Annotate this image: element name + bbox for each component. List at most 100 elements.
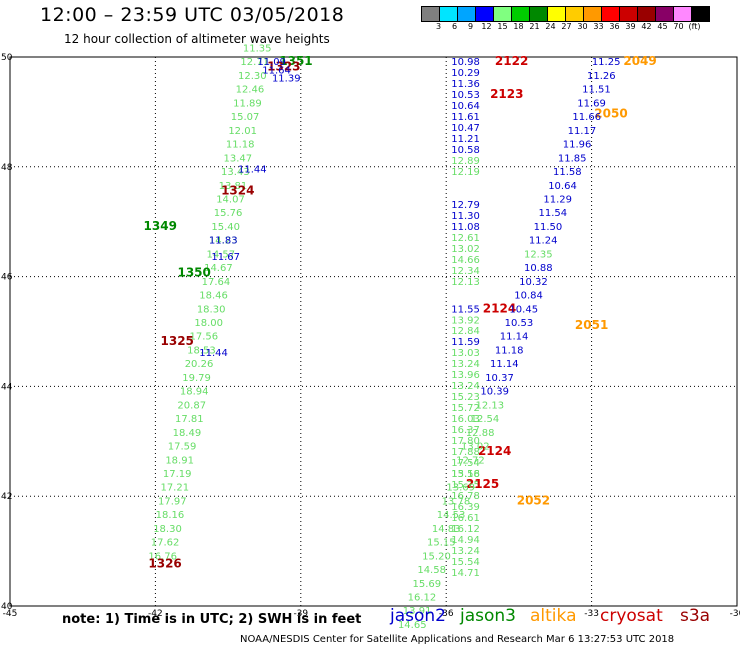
scale-label: 70	[673, 22, 684, 31]
wave-height-label: 17.21	[160, 483, 189, 494]
wave-height-label: 18.30	[197, 304, 226, 315]
pass-id-label: 1349	[144, 219, 177, 233]
wave-height-label: 10.47	[451, 123, 480, 134]
legend-item-jason3: jason3	[460, 606, 516, 626]
scale-label: 15	[497, 22, 508, 31]
lon-tick-label: -33	[584, 609, 599, 619]
wave-height-label: 13.24	[451, 546, 480, 557]
wave-height-label: 11.14	[490, 359, 519, 370]
wave-height-label: 14.67	[204, 263, 233, 274]
scale-label: 33	[593, 22, 604, 31]
wave-height-label: 17.54	[451, 458, 480, 469]
scale-swatch	[691, 6, 710, 22]
wave-height-label: 18.16	[156, 510, 185, 521]
wave-height-label: 15.76	[214, 208, 243, 219]
wave-height-label: 10.53	[505, 318, 534, 329]
wave-height-label: 16.12	[451, 524, 480, 535]
wave-height-label: 11.96	[563, 140, 592, 151]
wave-height-label: 14.94	[451, 535, 480, 546]
wave-height-label: 13.91	[403, 606, 432, 617]
wave-height-label: 13.56	[451, 469, 480, 480]
wave-height-label: 11.18	[226, 140, 255, 151]
wave-height-label: 14.83	[432, 524, 461, 535]
page-subtitle: 12 hour collection of altimeter wave hei…	[64, 32, 330, 46]
wave-height-label: 10.98	[451, 57, 480, 68]
wave-height-label: 12.89	[451, 156, 480, 167]
scale-label: 12	[481, 22, 492, 31]
lon-tick-label: -30	[730, 609, 740, 619]
lat-tick-label: 42	[1, 492, 12, 502]
wave-height-label: 12.84	[451, 326, 480, 337]
lon-tick-label: -45	[3, 609, 18, 619]
wave-height-label: 14.23	[209, 236, 238, 247]
wave-height-label: 11.17	[568, 126, 597, 137]
wave-height-label: 15.23	[451, 392, 480, 403]
lat-tick-label: 40	[1, 602, 13, 612]
wave-height-label: 20.26	[185, 359, 214, 370]
wave-height-label: 10.64	[548, 181, 577, 192]
wave-height-label: 10.39	[480, 387, 509, 398]
wave-height-label: 13.92	[451, 315, 480, 326]
wave-height-label: 16.37	[451, 425, 480, 436]
scale-label: 42	[641, 22, 652, 31]
wave-height-label: 11.61	[451, 112, 480, 123]
wave-height-label: 11.14	[500, 332, 529, 343]
wave-height-label: 11.54	[539, 208, 568, 219]
lat-tick-label: 44	[1, 382, 13, 392]
wave-height-label: 12.13	[475, 400, 504, 411]
wave-height-label: 13.24	[451, 381, 480, 392]
scale-label: 39	[625, 22, 636, 31]
wave-height-label: 11.51	[582, 85, 611, 96]
wave-height-label: 16.03	[451, 414, 480, 425]
wave-height-label: 11.44	[238, 164, 267, 175]
wave-height-label: 11.35	[243, 44, 272, 55]
wave-height-label: 17.64	[202, 277, 231, 288]
wave-height-label: 14.65	[398, 620, 427, 631]
pass-id-label: 1323	[267, 60, 300, 74]
wave-height-label: 11.59	[451, 337, 480, 348]
legend-item-cryosat: cryosat	[600, 606, 663, 626]
wave-height-label: 19.79	[182, 373, 211, 384]
wave-height-label: 12.79	[451, 200, 480, 211]
legend-item-jason2: jason2	[390, 606, 446, 626]
pass-id-label: 2052	[517, 493, 550, 507]
wave-height-label: 15.40	[211, 222, 240, 233]
wave-height-label: 16.39	[451, 502, 480, 513]
wave-height-label: 13.96	[451, 370, 480, 381]
wave-height-label: 10.53	[451, 90, 480, 101]
wave-height-label: 11.66	[572, 112, 601, 123]
wave-height-label: 12.61	[451, 233, 480, 244]
wave-height-label: 15.54	[451, 557, 480, 568]
wave-height-label: 11.30	[451, 211, 480, 222]
wave-height-label: 14.66	[451, 255, 480, 266]
pass-id-label: 2050	[594, 106, 627, 120]
legend-item-altika: altika	[530, 606, 577, 626]
wave-height-label: 18.94	[180, 387, 209, 398]
pass-id-label: 1326	[148, 557, 181, 571]
wave-height-label: 15.69	[412, 579, 441, 590]
wave-height-label: 11.58	[553, 167, 582, 178]
wave-height-label: 12.35	[524, 249, 553, 260]
wave-height-label: 11.64	[262, 65, 291, 76]
wave-height-label: 13.03	[451, 348, 480, 359]
wave-height-label: 11.50	[534, 222, 563, 233]
scale-label: 24	[545, 22, 556, 31]
wave-height-label: 10.64	[451, 101, 480, 112]
wave-height-label: 11.18	[495, 345, 524, 356]
legend-item-s3a: s3a	[680, 606, 711, 626]
wave-height-label: 13.81	[219, 181, 248, 192]
pass-id-label: 1324	[221, 183, 254, 197]
wave-height-label: 14.53	[437, 510, 466, 521]
wave-height-label: 13.02	[451, 244, 480, 255]
lat-tick-label: 46	[1, 273, 13, 283]
wave-height-label: 16.12	[408, 593, 437, 604]
wave-height-label: 10.37	[485, 373, 514, 384]
lon-tick-label: -36	[439, 609, 454, 619]
wave-height-label: 16.76	[148, 551, 177, 562]
wave-height-label: 15.75	[451, 480, 480, 491]
wave-height-label: 13.24	[451, 359, 480, 370]
note-text: note: 1) Time is in UTC; 2) SWH is in fe…	[62, 612, 362, 627]
lon-tick-label: -39	[293, 609, 308, 619]
wave-height-label: 15.15	[427, 538, 456, 549]
